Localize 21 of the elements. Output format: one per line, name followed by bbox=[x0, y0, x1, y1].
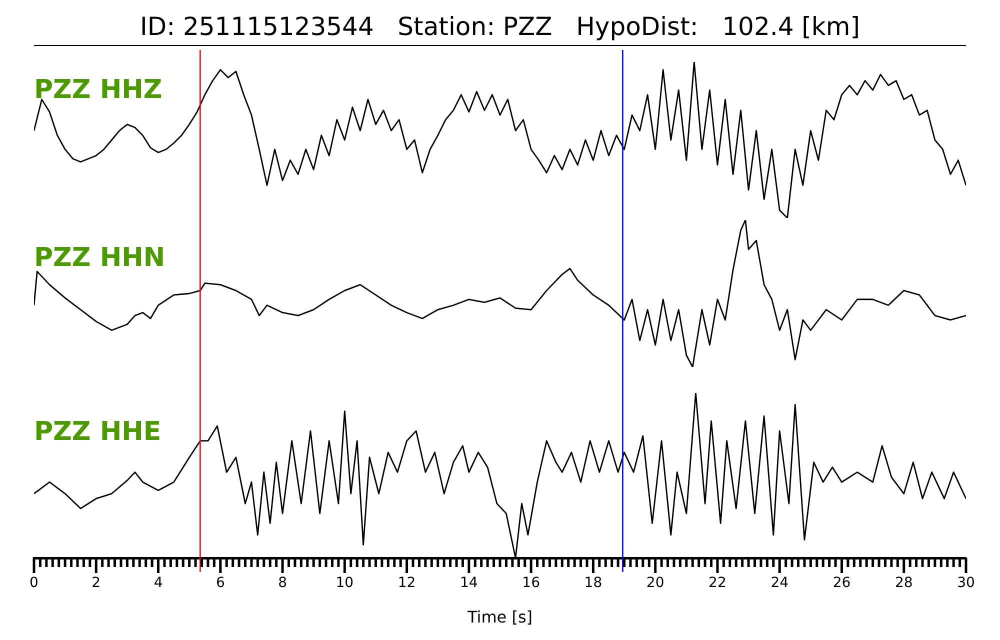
x-axis-title: Time [s] bbox=[466, 608, 533, 627]
x-tick-label: 6 bbox=[216, 575, 225, 592]
x-tick-label: 30 bbox=[957, 575, 975, 592]
x-tick-label: 12 bbox=[398, 575, 416, 592]
x-tick-label: 18 bbox=[584, 575, 602, 592]
x-tick-label: 4 bbox=[154, 575, 163, 592]
x-tick-label: 10 bbox=[336, 575, 354, 592]
x-tick-label: 22 bbox=[708, 575, 726, 592]
x-tick-label: 20 bbox=[646, 575, 664, 592]
series-label: PZZ HHE bbox=[34, 416, 162, 447]
x-tick-label: 0 bbox=[30, 575, 38, 592]
x-tick-label: 8 bbox=[278, 575, 287, 592]
chart-title: ID: 251115123544 Station: PZZ HypoDist: 102.4 [km] bbox=[34, 8, 966, 46]
series-label: PZZ HHZ bbox=[34, 74, 162, 105]
x-tick-label: 24 bbox=[770, 575, 789, 592]
x-tick-label: 14 bbox=[460, 575, 478, 592]
series-label: PZZ HHN bbox=[34, 242, 166, 273]
x-tick-label: 26 bbox=[832, 575, 851, 592]
x-tick-label: 16 bbox=[522, 575, 540, 592]
x-tick-label: 28 bbox=[894, 575, 913, 592]
x-tick-label: 2 bbox=[92, 575, 101, 592]
